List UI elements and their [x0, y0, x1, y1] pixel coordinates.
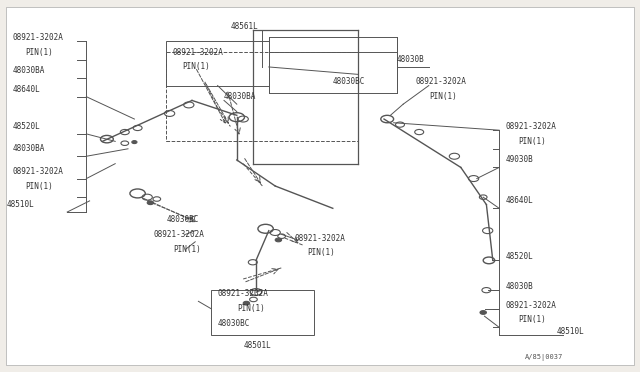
Text: 49030B: 49030B: [506, 155, 533, 164]
Text: 08921-3202A: 08921-3202A: [173, 48, 223, 57]
Text: 48561L: 48561L: [230, 22, 258, 31]
Text: PIN(1): PIN(1): [173, 245, 200, 254]
Text: PIN(1): PIN(1): [307, 248, 335, 257]
Text: 08921-3202A: 08921-3202A: [506, 122, 556, 131]
Bar: [269, 37, 397, 93]
Circle shape: [147, 201, 154, 205]
Circle shape: [480, 311, 486, 314]
Text: 48520L: 48520L: [13, 122, 40, 131]
Text: 48030BC: 48030BC: [166, 215, 199, 224]
Text: 08921-3202A: 08921-3202A: [416, 77, 467, 86]
FancyBboxPatch shape: [6, 7, 634, 365]
Text: 48501L: 48501L: [243, 341, 271, 350]
Text: 08921-3202A: 08921-3202A: [294, 234, 345, 243]
Text: 08921-3202A: 08921-3202A: [13, 33, 63, 42]
Text: 08921-3202A: 08921-3202A: [218, 289, 268, 298]
Bar: [166, 41, 269, 86]
Text: PIN(1): PIN(1): [26, 182, 53, 190]
Text: 48030BC: 48030BC: [333, 77, 365, 86]
Text: 48520L: 48520L: [506, 252, 533, 261]
Text: 48030BA: 48030BA: [13, 144, 45, 153]
Text: PIN(1): PIN(1): [237, 304, 264, 313]
Text: 48030BC: 48030BC: [218, 319, 250, 328]
Circle shape: [132, 141, 137, 144]
Text: PIN(1): PIN(1): [518, 137, 546, 146]
Circle shape: [243, 301, 250, 305]
Text: 48640L: 48640L: [13, 85, 40, 94]
Text: 48030B: 48030B: [397, 55, 424, 64]
Text: 48030BA: 48030BA: [224, 92, 257, 101]
Text: PIN(1): PIN(1): [182, 62, 210, 71]
Text: 48510L: 48510L: [6, 200, 34, 209]
Text: 08921-3202A: 08921-3202A: [154, 230, 204, 239]
Text: 08921-3202A: 08921-3202A: [506, 301, 556, 310]
Text: PIN(1): PIN(1): [429, 92, 456, 101]
Text: 48510L: 48510L: [557, 327, 584, 336]
Bar: [211, 290, 314, 335]
Text: PIN(1): PIN(1): [518, 315, 546, 324]
Text: 08921-3202A: 08921-3202A: [13, 167, 63, 176]
Text: 48030BA: 48030BA: [13, 66, 45, 75]
Circle shape: [275, 238, 282, 242]
Text: PIN(1): PIN(1): [26, 48, 53, 57]
Text: A/85|0037: A/85|0037: [525, 354, 563, 360]
Text: 48030B: 48030B: [506, 282, 533, 291]
Text: 48640L: 48640L: [506, 196, 533, 205]
